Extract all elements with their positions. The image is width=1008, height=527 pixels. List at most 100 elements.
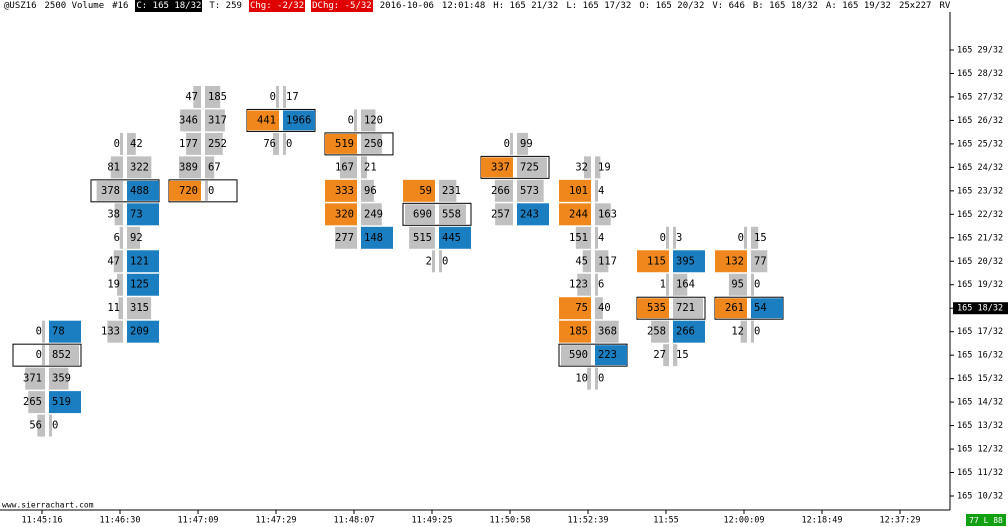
ask-volume-bar <box>439 226 471 249</box>
header-item: O: 165 20/32 <box>639 1 705 11</box>
ask-volume-bar <box>49 391 81 414</box>
bid-volume: 244 <box>569 208 588 220</box>
ask-volume: 317 <box>208 114 227 126</box>
bid-volume-bar <box>37 414 45 437</box>
bid-volume-bar <box>559 203 591 226</box>
ask-volume-bar <box>751 320 754 343</box>
ask-volume-bar <box>127 273 159 296</box>
ask-volume: 0 <box>754 279 760 291</box>
ask-volume: 243 <box>520 208 539 220</box>
bid-volume: 371 <box>23 373 42 385</box>
ask-volume-bar <box>595 156 601 179</box>
bid-volume-bar <box>25 367 45 390</box>
y-tick-label: 165 23/32 <box>957 186 1003 196</box>
bid-volume: 56 <box>29 420 42 432</box>
ask-volume-bar <box>127 156 152 179</box>
bid-volume-bar <box>178 156 201 179</box>
header-item: T: 259 <box>209 1 242 11</box>
ask-volume-bar <box>673 250 705 273</box>
ask-volume: 54 <box>754 302 767 314</box>
ask-volume-bar <box>751 298 783 319</box>
ask-volume: 0 <box>754 326 760 338</box>
ask-volume-bar <box>205 132 223 155</box>
bid-volume-bar <box>96 180 123 201</box>
ask-volume: 15 <box>754 232 767 244</box>
bid-volume-bar <box>559 179 591 202</box>
ask-volume: 250 <box>364 138 383 150</box>
bid-volume-bar <box>339 156 357 179</box>
ask-volume: 1966 <box>286 114 311 126</box>
bid-volume: 590 <box>569 349 588 361</box>
ask-volume-bar <box>127 320 159 343</box>
ask-volume-bar <box>673 320 705 343</box>
ask-volume-bar <box>205 109 225 132</box>
ask-volume-bar <box>127 203 159 226</box>
ask-volume: 40 <box>598 302 611 314</box>
y-tick-label: 165 24/32 <box>957 163 1003 173</box>
y-tick-label: 165 26/32 <box>957 116 1003 126</box>
ask-volume: 315 <box>130 302 149 314</box>
ask-volume-bar <box>127 250 159 273</box>
bid-volume: 258 <box>647 326 666 338</box>
bid-volume: 32 <box>575 161 588 173</box>
ask-volume: 0 <box>52 420 58 432</box>
bid-volume-bar <box>119 226 123 249</box>
ask-volume-bar <box>205 156 215 179</box>
bid-volume-bar <box>637 250 669 273</box>
bid-volume-bar <box>715 298 747 319</box>
y-tick-label: 165 11/32 <box>957 468 1003 478</box>
ask-volume-bar <box>595 250 609 273</box>
ask-volume-bar <box>439 204 466 225</box>
ask-volume-bar <box>595 297 603 320</box>
bid-volume: 12 <box>731 326 744 338</box>
bid-volume-bar <box>180 109 201 132</box>
bid-volume: 47 <box>107 255 120 267</box>
ask-volume-bar <box>127 297 152 320</box>
bid-volume-bar <box>584 156 591 179</box>
y-tick-label: 165 20/32 <box>957 257 1003 267</box>
ask-volume-bar <box>595 179 598 202</box>
header-item: 2500 Volume <box>44 1 105 11</box>
ask-volume-bar <box>127 180 159 201</box>
bid-volume: 132 <box>725 255 744 267</box>
bid-volume: 337 <box>491 161 510 173</box>
ask-volume: 148 <box>364 232 383 244</box>
ask-volume: 96 <box>364 185 377 197</box>
header-item: @USZ16 <box>4 1 37 11</box>
bid-volume: 515 <box>413 232 432 244</box>
ask-volume: 78 <box>52 326 65 338</box>
header-item: B: 165 18/32 <box>752 1 818 11</box>
x-tick-label: 11:52:39 <box>568 516 609 526</box>
ask-volume-bar <box>751 250 768 273</box>
bid-volume: 167 <box>335 161 354 173</box>
ask-volume-bar <box>49 414 52 437</box>
ask-volume: 6 <box>598 279 604 291</box>
bid-volume: 265 <box>23 396 42 408</box>
y-tick-label: 165 15/32 <box>957 374 1003 384</box>
ask-volume-bar <box>127 132 136 155</box>
bid-volume: 333 <box>335 185 354 197</box>
bid-volume: 81 <box>107 161 120 173</box>
bid-volume-bar <box>114 203 123 226</box>
bid-volume: 123 <box>569 279 588 291</box>
ask-volume: 4 <box>598 185 604 197</box>
bid-volume-bar <box>409 226 435 249</box>
ask-volume: 209 <box>130 326 149 338</box>
ask-volume: 125 <box>130 279 149 291</box>
bid-volume: 0 <box>114 138 120 150</box>
bid-volume: 0 <box>36 349 42 361</box>
ask-volume-bar <box>49 367 69 390</box>
bid-volume-bar <box>273 132 279 155</box>
ask-volume-bar <box>49 320 81 343</box>
ask-volume-bar <box>205 180 208 201</box>
ask-volume: 0 <box>598 373 604 385</box>
bid-volume: 0 <box>738 232 744 244</box>
ask-volume-bar <box>595 320 619 343</box>
bid-volume-bar <box>663 344 669 367</box>
bid-volume: 389 <box>179 161 198 173</box>
ask-volume: 21 <box>364 161 377 173</box>
bid-volume-bar <box>666 273 669 296</box>
ask-volume: 120 <box>364 114 383 126</box>
x-tick-label: 12:37:29 <box>880 516 921 526</box>
bid-volume-bar <box>637 298 669 319</box>
